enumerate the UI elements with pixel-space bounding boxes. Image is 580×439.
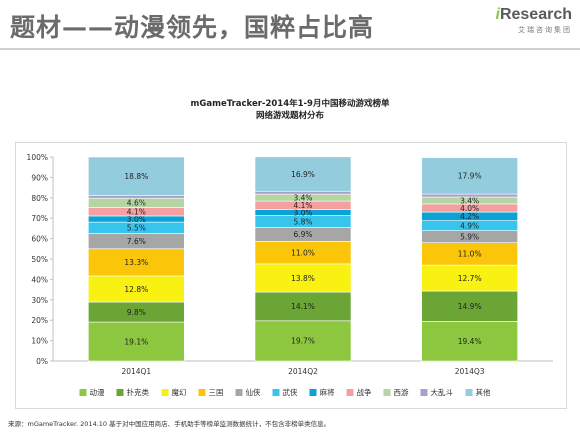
data-label: 4.2% [460, 212, 479, 221]
legend-swatch [79, 389, 87, 396]
legend-label: 西游 [394, 387, 409, 397]
chart-frame: 0% 10% 20% 30% 40% 50% 60% 70% 80% 90% 100% 19.1% 9.… [15, 142, 567, 409]
bar-segment [254, 263, 352, 293]
data-label: 17.9% [458, 172, 482, 181]
data-label: 18.8% [124, 172, 148, 181]
data-label: 12.7% [458, 274, 482, 283]
chart-title: mGameTracker-2014年1-9月中国移动游戏榜单 [190, 99, 390, 109]
data-label: 12.8% [124, 285, 148, 294]
data-label: 3.4% [460, 196, 479, 205]
page-title: 题材——动漫领先，国粹占比高 [10, 13, 375, 42]
data-label: 14.9% [458, 302, 482, 311]
data-label: 4.6% [127, 199, 146, 208]
data-label: 9.8% [127, 308, 146, 317]
y-tick-label: 80% [31, 194, 48, 203]
legend-swatch [420, 389, 428, 396]
x-tick-label: 2014Q1 [121, 367, 151, 376]
data-label: 3.0% [127, 215, 146, 224]
data-label: 11.0% [458, 250, 482, 259]
bar-segment [421, 193, 518, 198]
legend-swatch [465, 389, 473, 396]
bar-segment [421, 264, 518, 292]
legend-swatch [272, 389, 280, 396]
legend-swatch [309, 389, 317, 396]
legend-label: 仙侠 [246, 387, 261, 397]
legend-label: 大乱斗 [431, 387, 454, 397]
legend-swatch [383, 389, 391, 396]
data-label: 7.6% [127, 237, 146, 246]
iresearch-logo: iResearch 艾瑞咨询集团 [496, 6, 573, 35]
y-tick-label: 60% [31, 235, 48, 244]
bar-segment [88, 195, 185, 199]
bar-segment [88, 156, 185, 196]
legend-label: 扑克类 [127, 387, 150, 397]
y-tick-label: 70% [31, 214, 48, 223]
legend-swatch [161, 389, 169, 396]
data-label: 14.1% [291, 302, 315, 311]
legend-label: 其他 [476, 387, 491, 397]
bar-segment [254, 320, 352, 362]
bar-segment [421, 290, 518, 322]
legend-swatch [346, 389, 354, 396]
data-label: 11.0% [291, 248, 315, 257]
legend-swatch [198, 389, 206, 396]
logo-subtext: 艾瑞咨询集团 [518, 26, 572, 34]
data-label: 19.1% [124, 337, 148, 346]
bar-segment [254, 156, 352, 192]
bar-segment [421, 157, 518, 195]
title-divider [0, 48, 580, 50]
logo-text-rest: Research [499, 6, 572, 23]
bar-segment [254, 291, 352, 322]
y-tick-label: 40% [31, 275, 48, 284]
data-label: 16.9% [291, 170, 315, 179]
legend-label: 动漫 [90, 387, 105, 397]
chart-title-block: mGameTracker-2014年1-9月中国移动游戏榜单 网络游戏题材分布 [0, 98, 580, 122]
legend-label: 三国 [209, 388, 224, 397]
data-label: 4.9% [460, 221, 479, 230]
data-label: 13.3% [124, 258, 148, 267]
data-label: 13.8% [291, 274, 315, 283]
data-label: 6.9% [293, 230, 312, 239]
bar-segment [88, 275, 185, 303]
logo-text: iResearch [495, 6, 573, 23]
x-tick-label: 2014Q3 [455, 367, 485, 376]
bar-segment [421, 321, 518, 362]
source-note: 来源：mGameTracker. 2014.10 基于对中国应用商店、手机助手等… [8, 420, 331, 428]
data-label: 4.0% [460, 204, 479, 213]
data-label: 5.5% [127, 223, 146, 232]
data-label: 3.0% [293, 208, 312, 217]
legend-swatch [116, 389, 124, 396]
bar-segment [88, 321, 185, 362]
legend-label: 麻将 [320, 387, 335, 397]
y-tick-label: 50% [31, 255, 48, 264]
y-tick-label: 90% [31, 173, 48, 182]
data-label: 5.9% [460, 232, 479, 241]
data-label: 5.8% [293, 217, 312, 226]
legend-label: 魔幻 [172, 387, 187, 397]
legend-label: 武侠 [283, 387, 298, 397]
chart-subtitle: 网络游戏题材分布 [255, 111, 324, 121]
y-tick-label: 30% [31, 296, 48, 305]
data-label: 4.1% [293, 201, 312, 210]
y-tick-label: 10% [31, 337, 48, 346]
data-label: 4.1% [127, 208, 146, 217]
y-tick-label: 100% [27, 153, 48, 162]
legend-label: 战争 [357, 387, 372, 397]
data-label: 19.4% [458, 337, 482, 346]
x-tick-label: 2014Q2 [288, 367, 318, 376]
stacked-bar-chart: 0% 10% 20% 30% 40% 50% 60% 70% 80% 90% 100% 19.1% 9.… [27, 153, 553, 397]
y-tick-label: 0% [36, 357, 48, 366]
data-label: 19.7% [291, 337, 315, 346]
y-tick-label: 20% [31, 316, 48, 325]
data-label: 3.4% [293, 193, 312, 202]
legend-swatch [235, 389, 243, 396]
bar-segment [254, 190, 352, 195]
bar-segment [88, 248, 185, 277]
